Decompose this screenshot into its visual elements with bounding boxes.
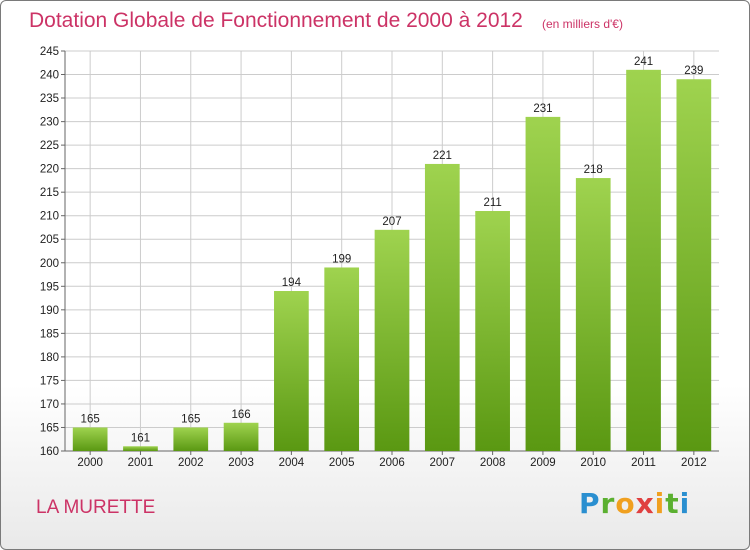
bar-2006 xyxy=(374,229,410,451)
data-label: 165 xyxy=(181,413,200,425)
data-label: 161 xyxy=(131,432,150,444)
y-tick-label: 200 xyxy=(40,258,59,270)
y-tick-label: 165 xyxy=(40,422,59,434)
bar-2001 xyxy=(123,446,158,451)
y-tick-label: 180 xyxy=(40,352,59,364)
labels: 160 165 170 175 180 185 190 195 200 205 210 215 220 2… xyxy=(40,46,707,469)
x-tick-label: 2000 xyxy=(77,457,103,469)
data-label: 194 xyxy=(282,277,302,289)
logo-letter: r xyxy=(600,487,616,520)
bar-2012 xyxy=(676,79,712,451)
logo-letter: P xyxy=(579,487,601,520)
x-tick-label: 2009 xyxy=(530,457,556,469)
y-tick-label: 160 xyxy=(40,446,59,458)
y-tick-label: 245 xyxy=(40,46,59,58)
data-label: 165 xyxy=(81,413,100,425)
chart-title: Dotation Globale de Fonctionnement de 20… xyxy=(29,9,523,32)
data-label: 211 xyxy=(483,197,501,209)
commune-name: LA MURETTE xyxy=(36,497,156,518)
y-tick-label: 210 xyxy=(40,211,59,223)
data-label: 221 xyxy=(433,150,452,162)
bar-2005 xyxy=(324,267,360,451)
x-tick-label: 2010 xyxy=(580,457,606,469)
bars xyxy=(72,69,712,452)
bar-2003 xyxy=(223,422,259,451)
data-label: 239 xyxy=(684,65,703,77)
y-tick-label: 230 xyxy=(40,117,59,129)
x-tick-label: 2011 xyxy=(631,457,656,469)
y-tick-label: 170 xyxy=(40,399,59,411)
y-tick-label: 220 xyxy=(40,164,59,176)
bar-2011 xyxy=(626,69,661,451)
data-label: 207 xyxy=(382,216,401,228)
bar-2002 xyxy=(173,427,209,451)
logo-letter: o xyxy=(615,487,636,520)
bar-2000 xyxy=(72,427,108,451)
data-label: 199 xyxy=(332,253,351,265)
data-label: 218 xyxy=(584,164,603,176)
x-tick-label: 2007 xyxy=(430,457,456,469)
y-tick-label: 205 xyxy=(40,234,59,246)
logo-letter: i xyxy=(654,487,666,520)
x-tick-label: 2003 xyxy=(228,457,254,469)
bar-2010 xyxy=(575,178,611,451)
x-tick-label: 2012 xyxy=(681,457,707,469)
y-tick-label: 185 xyxy=(40,328,59,340)
bar-2009 xyxy=(525,116,561,451)
y-tick-label: 190 xyxy=(40,305,59,317)
x-tick-label: 2004 xyxy=(279,457,305,469)
bar-2008 xyxy=(475,211,510,451)
x-tick-label: 2006 xyxy=(379,457,405,469)
y-tick-label: 175 xyxy=(40,375,59,387)
logo-letter: t xyxy=(665,487,680,520)
bar-2004 xyxy=(274,291,309,451)
y-tick-label: 195 xyxy=(40,281,59,293)
x-tick-label: 2008 xyxy=(480,457,506,469)
data-label: 166 xyxy=(231,409,250,421)
y-tick-label: 235 xyxy=(40,93,59,105)
y-tick-label: 215 xyxy=(40,187,59,199)
x-tick-label: 2001 xyxy=(128,457,154,469)
logo-letter: x xyxy=(635,487,655,520)
bar-2007 xyxy=(424,163,460,452)
x-tick-label: 2002 xyxy=(178,457,204,469)
data-label: 231 xyxy=(533,103,552,115)
data-label: 241 xyxy=(634,56,653,68)
x-tick-label: 2005 xyxy=(329,457,355,469)
y-tick-label: 225 xyxy=(40,140,59,152)
chart-subtitle: (en milliers d'€) xyxy=(542,17,623,31)
logo-letter: i xyxy=(679,487,691,520)
y-tick-label: 240 xyxy=(40,70,59,82)
proxiti-logo: Proxiti xyxy=(579,487,690,520)
